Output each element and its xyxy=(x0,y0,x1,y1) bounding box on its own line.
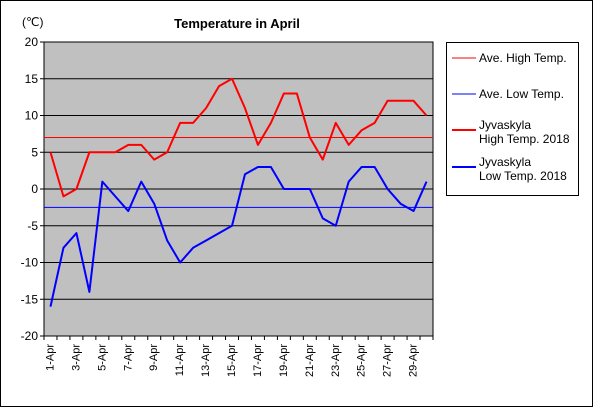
x-tick-label: 15-Apr xyxy=(226,344,238,377)
x-tick-label: 17-Apr xyxy=(252,344,264,377)
x-tick-label: 5-Apr xyxy=(96,344,108,371)
legend-label: Jyvaskyla High Temp. 2018 xyxy=(479,118,570,146)
x-tick-label: 25-Apr xyxy=(356,344,368,377)
x-tick-label: 7-Apr xyxy=(122,344,134,371)
y-tick-label: 10 xyxy=(25,109,39,123)
y-tick-label: 15 xyxy=(25,72,39,86)
x-tick-label: 23-Apr xyxy=(330,344,342,377)
y-tick-label: 5 xyxy=(31,145,38,159)
x-tick-label: 3-Apr xyxy=(70,344,82,371)
y-tick-label: -5 xyxy=(27,219,38,233)
x-axis-ticks: 1-Apr 3-Apr 5-Apr 7-Apr 9-Apr 11-Apr 13-Apr 15-… xyxy=(43,336,434,377)
legend-label: Ave. High Temp. xyxy=(479,51,567,65)
series-line-2 xyxy=(49,77,428,198)
y-tick-label: 0 xyxy=(31,182,38,196)
legend-label: Ave. Low Temp. xyxy=(479,87,564,101)
gridlines xyxy=(44,78,433,300)
legend: Ave. High Temp. Ave. Low Temp. Jyvaskyla Hi… xyxy=(452,51,570,183)
x-tick-label: 1-Apr xyxy=(44,344,56,371)
x-tick-label: 29-Apr xyxy=(408,344,420,377)
legend-box xyxy=(446,42,579,196)
y-tick-label: -10 xyxy=(21,256,39,270)
x-tick-label: 19-Apr xyxy=(278,344,290,377)
y-tick-label: -15 xyxy=(21,292,39,306)
chart-title: Temperature in April xyxy=(174,16,300,31)
legend-label: Jyvaskyla Low Temp. 2018 xyxy=(479,155,567,183)
x-tick-label: 13-Apr xyxy=(200,344,212,377)
series-line-3 xyxy=(49,165,428,307)
x-tick-label: 9-Apr xyxy=(148,344,160,371)
x-tick-label: 27-Apr xyxy=(382,344,394,377)
x-tick-label: 21-Apr xyxy=(304,344,316,377)
y-tick-label: -20 xyxy=(21,329,39,343)
unit-label: (℃) xyxy=(22,15,43,29)
series-lines xyxy=(44,77,433,307)
x-tick-label: 11-Apr xyxy=(174,344,186,377)
y-axis-ticks: 20 15 10 5 0 -5 -10 -15 -20 xyxy=(21,35,44,343)
y-tick-label: 20 xyxy=(25,35,39,49)
